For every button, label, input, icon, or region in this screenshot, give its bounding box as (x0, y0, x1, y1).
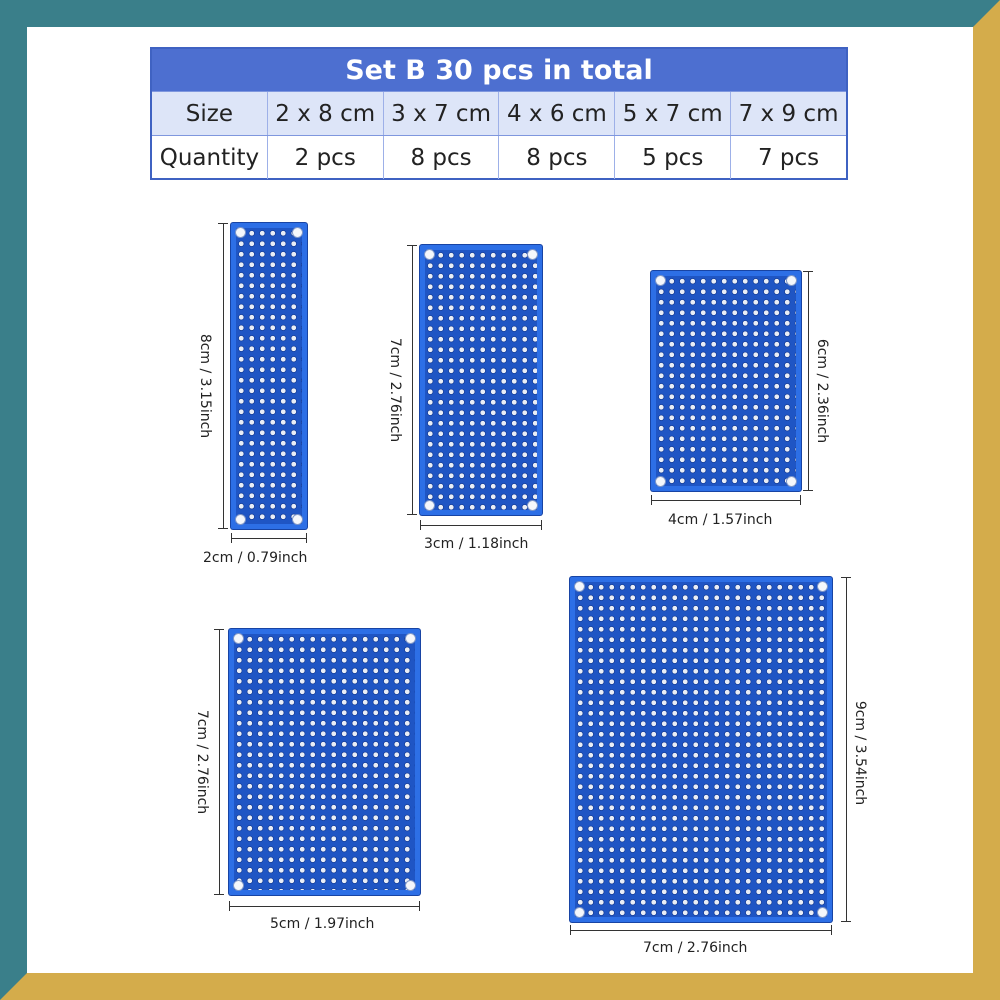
dimension-tick (306, 533, 307, 543)
dimension-tick (803, 271, 813, 272)
board-2x8-width-label: 2cm / 0.79inch (203, 550, 308, 566)
dimension-tick (841, 921, 851, 922)
quantity-cell: 2 pcs (266, 136, 383, 179)
width-dimension-line (229, 906, 420, 907)
mounting-hole (233, 880, 244, 891)
pcb-board-3x7 (420, 245, 542, 515)
width-dimension-line (651, 500, 801, 501)
dimension-tick (231, 533, 232, 543)
size-header: Size (185, 100, 234, 127)
dimension-tick (218, 223, 228, 224)
board-3x7-height-label: 7cm / 2.76inch (387, 337, 403, 443)
board-5x7-height-label: 7cm / 2.76inch (194, 709, 210, 815)
dimension-tick (841, 577, 851, 578)
dimension-tick (651, 495, 652, 505)
width-dimension-line (570, 930, 832, 931)
dimension-tick (570, 925, 571, 935)
board-2x8-height-label: 8cm / 3.15inch (197, 333, 213, 439)
mounting-hole (786, 476, 797, 487)
width-dimension-line (231, 538, 307, 539)
quantity-row: Quantity 2 pcs 8 pcs 8 pcs 5 pcs 7 pcs (152, 135, 846, 179)
mounting-hole (292, 227, 303, 238)
size-cell: 5 x 7 cm (614, 92, 730, 135)
board-7x9-width-label: 7cm / 2.76inch (643, 940, 748, 956)
quantity-cell: 7 pcs (730, 136, 846, 179)
size-cell: 7 x 9 cm (730, 92, 846, 135)
dimension-tick (420, 520, 421, 530)
dimension-tick (214, 894, 224, 895)
mounting-hole (527, 249, 538, 260)
mounting-hole (235, 514, 246, 525)
dimension-tick (214, 629, 224, 630)
mounting-hole (292, 514, 303, 525)
dimension-tick (229, 901, 230, 911)
pcb-board-4x6 (651, 271, 801, 491)
height-dimension-line (223, 223, 224, 529)
mounting-hole (233, 633, 244, 644)
mounting-hole (235, 227, 246, 238)
mounting-hole (655, 476, 666, 487)
pcb-board-5x7 (229, 629, 420, 895)
spec-table-title: Set B 30 pcs in total (152, 49, 846, 91)
dimension-tick (831, 925, 832, 935)
mounting-hole (405, 633, 416, 644)
size-cell: 3 x 7 cm (382, 92, 499, 135)
dimension-tick (803, 490, 813, 491)
mounting-hole (574, 907, 585, 918)
height-dimension-line (412, 245, 413, 515)
size-cell: 2 x 8 cm (266, 92, 383, 135)
board-4x6-width-label: 4cm / 1.57inch (668, 512, 773, 528)
spec-table: Set B 30 pcs in total Size 2 x 8 cm 3 x … (150, 47, 848, 180)
dimension-tick (541, 520, 542, 530)
quantity-cell: 8 pcs (382, 136, 499, 179)
mounting-hole (405, 880, 416, 891)
mounting-hole (574, 581, 585, 592)
board-3x7-width-label: 3cm / 1.18inch (424, 536, 529, 552)
dimension-tick (800, 495, 801, 505)
size-row: Size 2 x 8 cm 3 x 7 cm 4 x 6 cm 5 x 7 cm… (152, 91, 846, 135)
size-cell: 4 x 6 cm (498, 92, 614, 135)
dimension-tick (407, 514, 417, 515)
quantity-cell: 8 pcs (498, 136, 614, 179)
board-4x6-height-label: 6cm / 2.36inch (814, 338, 830, 444)
pcb-board-7x9 (570, 577, 832, 922)
mounting-hole (786, 275, 797, 286)
pcb-board-2x8 (231, 223, 307, 529)
mounting-hole (424, 249, 435, 260)
board-5x7-width-label: 5cm / 1.97inch (270, 916, 375, 932)
mounting-hole (424, 500, 435, 511)
dimension-tick (218, 528, 228, 529)
board-7x9-height-label: 9cm / 3.54inch (852, 700, 868, 806)
mounting-hole (527, 500, 538, 511)
mounting-hole (817, 907, 828, 918)
dimension-tick (419, 901, 420, 911)
height-dimension-line (846, 577, 847, 922)
mounting-hole (655, 275, 666, 286)
width-dimension-line (420, 525, 542, 526)
quantity-header: Quantity (159, 144, 260, 171)
mounting-hole (817, 581, 828, 592)
quantity-cell: 5 pcs (614, 136, 730, 179)
dimension-tick (407, 245, 417, 246)
height-dimension-line (219, 629, 220, 895)
height-dimension-line (808, 271, 809, 491)
